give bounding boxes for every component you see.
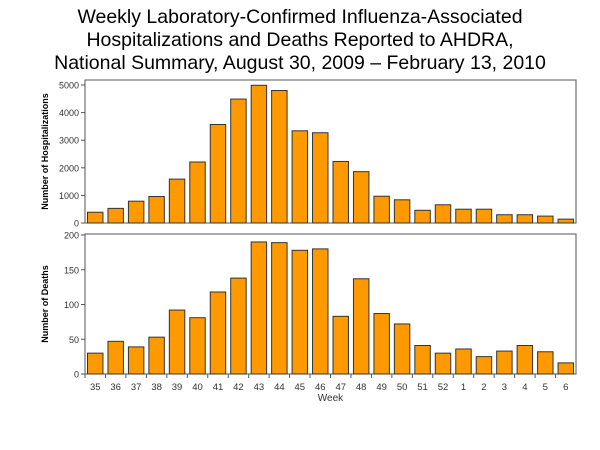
x-tick-label: 43 [254, 382, 265, 393]
x-tick-label: 1 [461, 382, 466, 393]
bar-week-41 [209, 291, 227, 375]
y-tick-label: 3000 [59, 136, 79, 146]
bar-week-36 [107, 340, 124, 375]
x-tick-label: 2 [481, 382, 486, 393]
bar-week-46 [312, 248, 329, 375]
x-tick-label: 49 [376, 382, 387, 393]
y-tick-label: 2000 [59, 163, 79, 173]
x-tick-label: 41 [213, 382, 224, 393]
y-axis-label: Number of Hospitalizations [40, 93, 50, 210]
bar-week-40 [189, 317, 206, 375]
y-tick-label: 50 [69, 335, 79, 345]
bar-week-49 [373, 313, 390, 375]
bar-week-38 [148, 336, 165, 375]
bar-week-4 [516, 214, 534, 224]
x-tick-label: 51 [417, 382, 428, 393]
bar-week-37 [127, 346, 145, 375]
x-tick-label: 3 [502, 382, 507, 393]
x-tick-label: 36 [110, 382, 121, 393]
bar-week-42 [230, 277, 247, 375]
bar-week-46 [312, 132, 329, 224]
y-tick-label: 200 [64, 231, 79, 241]
y-tick-label: 150 [64, 265, 79, 275]
bar-week-40 [189, 161, 206, 224]
bar-week-45 [291, 130, 309, 224]
y-tick-label: 4000 [59, 108, 79, 118]
bar-week-52 [434, 352, 452, 375]
x-tick-label: 48 [356, 382, 367, 393]
bar-week-48 [352, 171, 370, 224]
bar-week-38 [148, 196, 165, 224]
bar-week-49 [373, 195, 390, 224]
y-tick-label: 0 [74, 370, 79, 380]
x-tick-label: 37 [131, 382, 142, 393]
bar-week-39 [168, 309, 186, 375]
bar-week-1 [455, 348, 472, 375]
plot-area-1 [84, 79, 577, 224]
x-tick-label: 50 [397, 382, 408, 393]
y-tick-label: 5000 [59, 81, 79, 91]
bar-week-42 [230, 98, 247, 224]
y-tick-label: 100 [64, 300, 79, 310]
x-tick-label: 47 [335, 382, 346, 393]
bar-week-51 [414, 209, 431, 224]
bar-week-3 [496, 350, 513, 375]
x-tick-label: 42 [233, 382, 244, 393]
bar-week-2 [475, 356, 493, 375]
x-tick-label: 5 [543, 382, 548, 393]
x-tick-label: 6 [563, 382, 568, 393]
bar-week-35 [87, 352, 104, 375]
plot-area-2 [84, 233, 577, 375]
x-tick-label: 40 [192, 382, 203, 393]
x-tick-label: 35 [90, 382, 101, 393]
bar-week-47 [332, 160, 349, 224]
bar-week-3 [496, 214, 513, 224]
y-tick-label: 1000 [59, 191, 79, 201]
bar-week-5 [537, 215, 554, 224]
bar-week-36 [107, 207, 124, 224]
bar-week-45 [291, 249, 309, 375]
chart-title: Weekly Laboratory-Confirmed Influenza-As… [0, 6, 600, 75]
y-tick-label: 0 [74, 219, 79, 229]
bar-week-51 [414, 345, 431, 375]
bar-week-5 [537, 351, 554, 375]
bar-week-44 [271, 90, 288, 224]
x-tick-label: 46 [315, 382, 326, 393]
bar-week-50 [393, 199, 411, 224]
bar-week-47 [332, 315, 349, 375]
x-tick-label: 4 [522, 382, 527, 393]
bar-week-39 [168, 178, 186, 224]
bar-week-50 [393, 323, 411, 375]
bar-week-43 [250, 241, 268, 375]
bar-week-35 [87, 211, 104, 224]
x-tick-label: 39 [172, 382, 183, 393]
bar-week-52 [434, 204, 452, 224]
bar-week-43 [250, 84, 268, 224]
x-tick-label: 44 [274, 382, 285, 393]
bar-week-41 [209, 123, 227, 224]
bar-week-6 [557, 218, 575, 224]
x-tick-label: 45 [295, 382, 306, 393]
bar-week-2 [475, 208, 493, 224]
x-tick-label: 38 [151, 382, 162, 393]
title-line-2: Hospitalizations and Deaths Reported to … [86, 29, 514, 51]
bar-week-6 [557, 362, 575, 375]
bar-week-1 [455, 208, 472, 224]
bar-week-37 [127, 200, 145, 224]
bar-week-48 [352, 278, 370, 375]
bar-week-44 [271, 242, 288, 375]
y-axis-label: Number of Deaths [40, 265, 50, 343]
title-line-3: National Summary, August 30, 2009 – Febr… [54, 52, 546, 74]
x-axis-label: Week [318, 393, 344, 404]
x-tick-label: 52 [438, 382, 449, 393]
bar-week-4 [516, 345, 534, 375]
title-line-1: Weekly Laboratory-Confirmed Influenza-As… [77, 6, 523, 28]
